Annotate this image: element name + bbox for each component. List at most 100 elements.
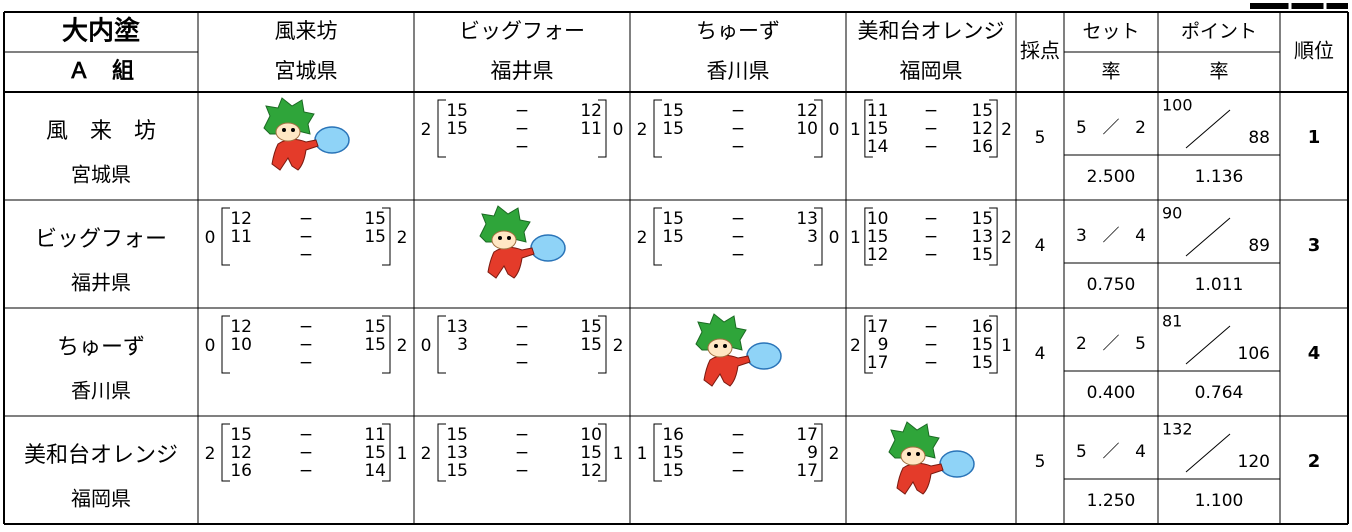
team-pref: 宮城県 <box>71 163 131 187</box>
bracket <box>814 99 823 158</box>
game-score: 10 <box>230 335 252 355</box>
score-separator: − <box>515 137 529 157</box>
set-count: 2 <box>397 336 408 356</box>
score-separator: − <box>299 245 313 265</box>
game-score: 15 <box>364 443 386 463</box>
score-separator: − <box>515 335 529 355</box>
points: 4 <box>1035 344 1046 364</box>
set-count: 0 <box>829 228 840 248</box>
mascot <box>888 421 975 495</box>
game-score: 11 <box>580 119 602 139</box>
eye <box>907 452 911 456</box>
score-separator: − <box>731 101 745 121</box>
bracket <box>437 99 446 158</box>
bracket <box>814 207 823 266</box>
game-score: 12 <box>580 461 602 481</box>
face <box>275 122 301 142</box>
game-score: 15 <box>662 119 684 139</box>
points-header: 採点 <box>1020 39 1060 63</box>
game-score: 13 <box>796 209 818 229</box>
bracket <box>989 99 998 158</box>
game-score: 15 <box>867 227 889 247</box>
points-lost: 88 <box>1248 128 1270 148</box>
eye <box>498 236 502 240</box>
bracket <box>989 315 998 374</box>
game-score: 9 <box>807 443 818 463</box>
points: 5 <box>1035 452 1046 472</box>
bracket <box>382 315 391 374</box>
set-count: 1 <box>850 228 861 248</box>
game-score: 15 <box>971 335 993 355</box>
set-count: 1 <box>397 444 408 464</box>
set-count: 0 <box>613 120 624 140</box>
team-header: ビッグフォー <box>459 19 585 43</box>
paddle <box>746 342 782 370</box>
eye <box>507 236 511 240</box>
game-score: 3 <box>457 335 468 355</box>
game-score: 15 <box>364 335 386 355</box>
score-separator: − <box>299 461 313 481</box>
sets-won: 2 <box>1076 334 1087 354</box>
sets-won: 5 <box>1076 442 1087 462</box>
sets-won: 5 <box>1076 118 1087 138</box>
score-separator: − <box>924 101 938 121</box>
bracket <box>814 423 823 482</box>
set-ratio: 0.400 <box>1087 383 1136 403</box>
team-pref-header: 宮城県 <box>275 59 338 83</box>
face <box>707 338 733 358</box>
team-pref: 香川県 <box>71 379 131 403</box>
team-name: ビッグフォー <box>35 227 167 252</box>
game-score: 15 <box>971 353 993 373</box>
game-score: 16 <box>971 317 993 337</box>
group-name: Ａ 組 <box>68 58 134 84</box>
game-score: 16 <box>971 137 993 157</box>
set-ratio: 2.500 <box>1087 167 1136 187</box>
game-score: 15 <box>364 209 386 229</box>
mascot <box>695 313 782 387</box>
score-separator: − <box>515 101 529 121</box>
score-separator: − <box>515 425 529 445</box>
game-score: 11 <box>867 101 889 121</box>
score-separator: − <box>731 461 745 481</box>
bracket <box>221 315 230 374</box>
bracket <box>221 423 230 482</box>
bracket <box>864 315 873 374</box>
set-count: 2 <box>1001 228 1012 248</box>
points-lost: 89 <box>1248 236 1270 256</box>
team-pref-header: 福井県 <box>491 59 554 83</box>
score-separator: − <box>299 335 313 355</box>
score-separator: − <box>924 119 938 139</box>
set-count: 1 <box>1001 336 1012 356</box>
score-separator: − <box>924 137 938 157</box>
score-separator: − <box>924 245 938 265</box>
ratio-slash <box>1185 217 1231 257</box>
eye <box>282 128 286 132</box>
score-separator: − <box>924 353 938 373</box>
sets-lost: 5 <box>1135 334 1146 354</box>
team-name: 美和台オレンジ <box>24 443 178 468</box>
bracket <box>653 423 662 482</box>
game-score: 10 <box>796 119 818 139</box>
team-name: 風 来 坊 <box>46 119 156 144</box>
points-won: 132 <box>1162 420 1193 439</box>
score-separator: − <box>731 209 745 229</box>
set-count: 1 <box>637 444 648 464</box>
score-separator: − <box>299 443 313 463</box>
game-score: 15 <box>971 101 993 121</box>
rank: 1 <box>1308 127 1321 148</box>
game-score: 15 <box>364 227 386 247</box>
game-score: 13 <box>446 443 468 463</box>
set-separator: ／ <box>1103 442 1120 462</box>
score-separator: − <box>924 209 938 229</box>
bracket <box>864 207 873 266</box>
team-name: ちゅーず <box>57 335 145 360</box>
group-title: 大内塗 <box>62 16 140 47</box>
set-count: 0 <box>421 336 432 356</box>
body <box>896 462 944 495</box>
point-ratio: 1.136 <box>1195 167 1244 187</box>
sets-lost: 4 <box>1135 226 1146 246</box>
sets-won: 3 <box>1076 226 1087 246</box>
set-count: 0 <box>829 120 840 140</box>
game-score: 17 <box>796 461 818 481</box>
